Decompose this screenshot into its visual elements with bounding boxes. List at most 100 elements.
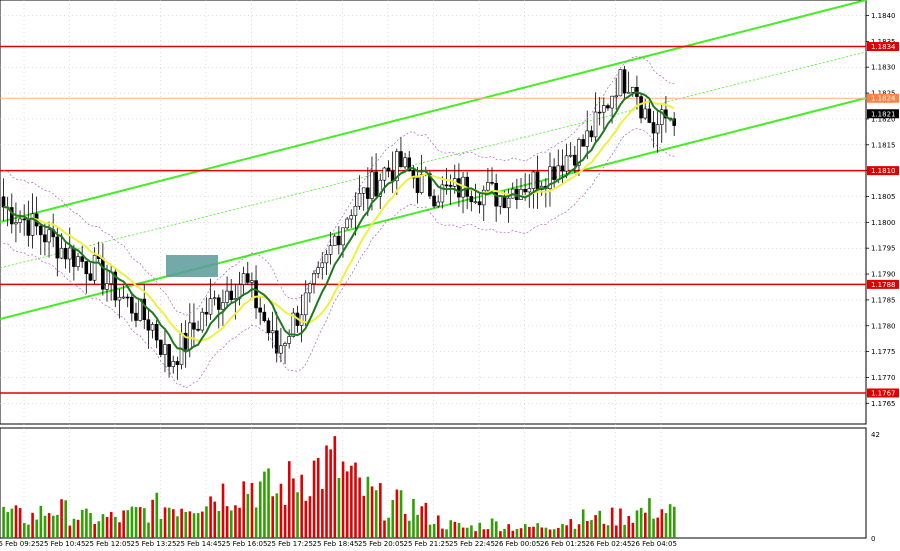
candle-body — [204, 311, 209, 315]
volume-bar — [660, 509, 664, 538]
volume-bar — [391, 499, 395, 538]
price-label-bg — [867, 166, 899, 176]
price-labels: 1.1834 1.1810 1.1788 1.1767 1.1824 1.1821 — [867, 42, 899, 398]
candle-body — [167, 344, 171, 367]
volume-tick-label: 42 — [871, 431, 880, 439]
candle-body — [101, 258, 105, 290]
volume-bar — [532, 526, 535, 538]
volume-bar — [507, 524, 510, 538]
volume-bar — [449, 520, 453, 538]
price-label-text: 1.1788 — [871, 281, 896, 289]
candle-body — [250, 280, 254, 283]
time-tick-label: 25 Feb 18:45 — [313, 540, 359, 548]
candle-body — [440, 184, 445, 203]
volume-bar — [14, 505, 18, 538]
volume-bar — [151, 499, 154, 538]
price-tick-label: 1.1770 — [871, 374, 896, 382]
volume-bar — [143, 508, 146, 538]
volume-bar — [519, 528, 523, 538]
volume-bar — [18, 508, 22, 538]
volume-bar — [85, 508, 88, 538]
volume-bar — [540, 527, 544, 538]
price-tick-label: 1.1800 — [871, 219, 896, 227]
candle-body — [527, 188, 532, 193]
volume-bar — [325, 445, 328, 538]
time-tick-label: 25 Feb 20:05 — [358, 540, 404, 548]
price-tick-label: 1.1765 — [871, 400, 896, 408]
price-tick-label: 1.1775 — [871, 348, 896, 356]
volume-bar — [267, 468, 270, 538]
volume-bar — [188, 511, 192, 538]
volume-bar — [341, 461, 345, 538]
candle-body — [59, 247, 64, 259]
candle-body — [142, 298, 147, 320]
volume-bar — [64, 500, 67, 538]
candle-body — [403, 157, 407, 168]
volume-bar — [172, 509, 175, 538]
volume-bar — [457, 522, 461, 538]
volume-bar — [544, 527, 548, 538]
candle-body — [18, 218, 22, 223]
time-tick-label: 26 Feb 04:05 — [631, 540, 677, 548]
volume-bar — [196, 513, 200, 538]
volume-bar — [606, 525, 610, 538]
time-tick-label: 26 Feb 01:25 — [540, 540, 586, 548]
ma-slow-line — [3, 100, 675, 342]
candle-body — [626, 91, 631, 94]
envelope-lower — [3, 128, 675, 389]
candle-body — [80, 256, 84, 262]
volume-bar — [114, 516, 117, 538]
volume-bar — [598, 510, 602, 538]
volume-bar — [432, 523, 436, 538]
volume-bar — [287, 461, 291, 538]
volume-bar — [122, 510, 125, 538]
volume-bar — [652, 518, 655, 538]
candle-body — [254, 280, 258, 309]
volume-bar — [374, 490, 378, 538]
candle-body — [303, 292, 308, 316]
price-label-text: 1.1824 — [871, 95, 896, 103]
price-label-bg — [867, 109, 899, 119]
volume-bar — [350, 465, 353, 538]
volume-bar — [416, 514, 419, 538]
candle-body — [105, 283, 109, 290]
candle-body — [26, 219, 31, 236]
volume-bar — [2, 506, 5, 538]
volume-bar — [482, 529, 486, 538]
candle-body — [366, 187, 370, 199]
candle-body — [378, 179, 383, 197]
volume-bar — [639, 507, 643, 538]
candle-body — [349, 215, 354, 220]
candle-body — [270, 330, 275, 334]
volume-bar — [279, 483, 283, 538]
trend-channel — [0, 0, 867, 320]
volume-bar — [312, 460, 316, 538]
candle-body — [262, 311, 267, 322]
candle-body — [320, 262, 325, 269]
volume-bar — [246, 493, 250, 538]
volume-bar — [296, 492, 299, 538]
moving-averages — [3, 55, 675, 389]
volume-bar — [445, 529, 448, 538]
volume-bar — [271, 496, 274, 538]
candle-body — [655, 124, 660, 134]
volume-bar — [627, 516, 631, 538]
price-axis: 1.18401.18351.18301.18251.18201.18151.18… — [866, 12, 896, 408]
candle-body — [672, 118, 676, 126]
volume-bar — [499, 531, 502, 538]
candle-body — [324, 254, 329, 264]
candle-body — [72, 247, 76, 267]
volume-bar — [300, 474, 303, 538]
volume-bar — [225, 506, 229, 538]
volume-bar — [441, 528, 444, 538]
volume-bar — [424, 502, 428, 538]
candle-body — [208, 298, 213, 315]
volume-bar — [594, 515, 597, 538]
volume-bar — [163, 507, 167, 538]
volume-bar — [528, 526, 531, 538]
candle-body — [552, 166, 556, 180]
price-tick-label: 1.1840 — [871, 12, 896, 20]
volume-bar — [577, 524, 581, 538]
volume-bar — [147, 522, 150, 538]
candle-body — [531, 171, 536, 189]
